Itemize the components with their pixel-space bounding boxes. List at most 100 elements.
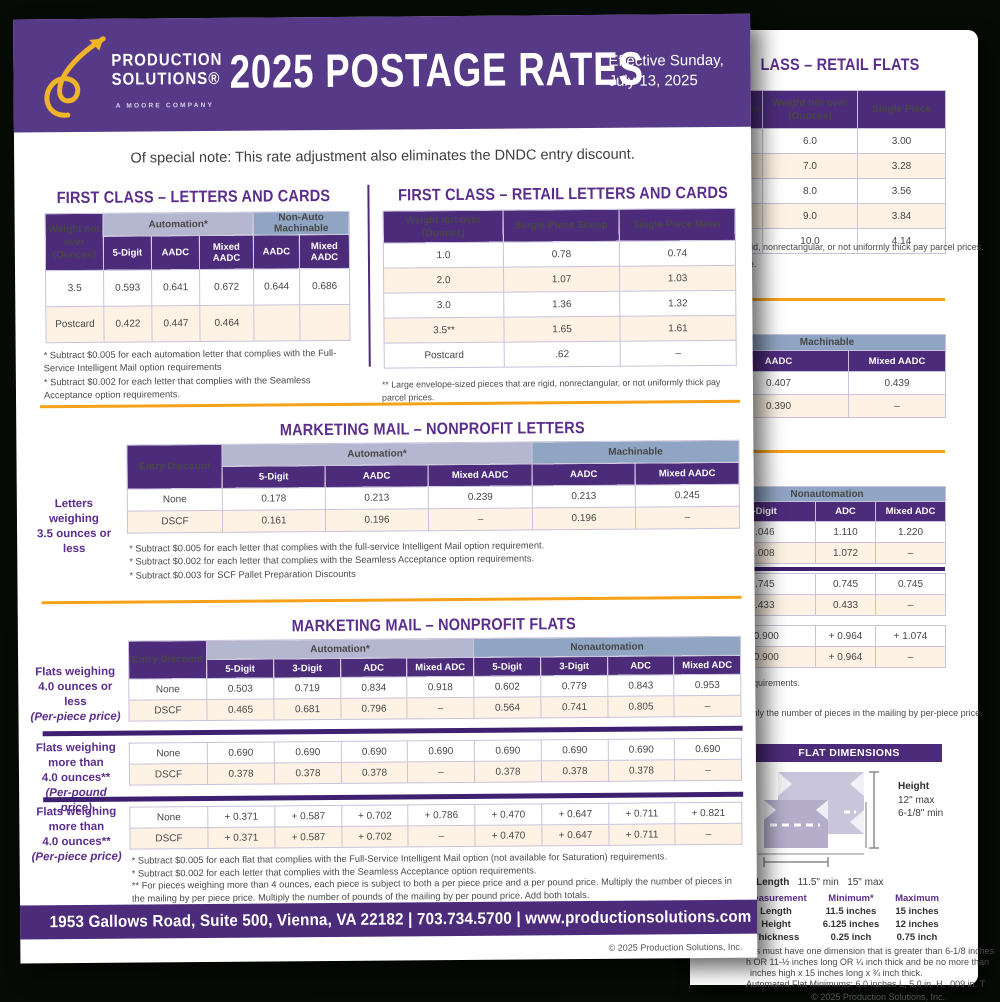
measure-col-minimum: Minimum* [828, 893, 874, 904]
table-cell: DSCF [128, 699, 208, 722]
fc-letters-col-5digit: 5-Digit [103, 235, 152, 271]
logo-line-1: PRODUCTION [111, 49, 223, 70]
table-cell: – [620, 340, 737, 367]
table-cell: 0.439 [848, 371, 946, 395]
mm-letters-side-3: 3.5 ounces or less [36, 527, 112, 555]
table-cell: + 0.587 [274, 805, 342, 827]
table-cell: 0.422 [103, 305, 153, 343]
fc-retail-table: Weight not over (Ounces) Single-Piece St… [383, 208, 737, 369]
mm-flats-side-label-3: Flats weighing more than 4.0 ounces** (P… [29, 805, 123, 865]
table-cell: + 0.647 [541, 824, 610, 846]
mm-flats-table-2: None 0.690 0.690 0.690 0.690 0.690 0.690 0.690 0… [129, 738, 742, 786]
table-cell: 1.0 [383, 242, 504, 269]
logo-line-2: SOLUTIONS® [111, 68, 221, 89]
flats3-side-1: Flats weighing [36, 805, 117, 819]
table-cell: 0.690 [341, 740, 408, 763]
mm-letters-corner: Entry Discount [126, 444, 223, 490]
back-col-single-piece: Single Piece [857, 90, 946, 129]
mm-letters-group-machinable: Machinable [531, 440, 740, 464]
table-cell: 0.745 [875, 573, 946, 595]
table-row: DSCF 0.161 0.196–0.196– [127, 506, 740, 534]
table-cell: + 0.587 [274, 826, 343, 848]
flats3-side-2: more than [48, 820, 105, 834]
mm-flats-group-automation: Automation* [206, 638, 474, 660]
table-cell: DSCF [127, 510, 223, 534]
fc-retail-col-weight: Weight not over (Ounces) [383, 210, 504, 244]
back-col-adc: ADC [815, 501, 876, 522]
fc-letters-col-aadc: AADC [151, 235, 200, 270]
back-dim-footnote-1: lats must have one dimension that is gre… [746, 946, 995, 956]
table-row: 3.5 0.593 0.641 0.672 0.644 0.686 [45, 268, 350, 307]
mm-letters-group-automation: Automation* [221, 441, 533, 467]
table-cell: + 0.647 [541, 803, 609, 825]
table-cell: 0.741 [540, 696, 609, 718]
table-cell: 11.5 inches [825, 906, 877, 917]
mm-letters-col-aadc: AADC [325, 464, 429, 488]
height-label: Height [898, 781, 930, 792]
table-cell: None [128, 678, 207, 701]
table-cell: 0.25 inch [830, 932, 872, 943]
mm-flats-col-2: 3-Digit [273, 658, 341, 678]
flats3-side-italic: (Per-piece price) [31, 850, 122, 864]
table-cell: 0.681 [273, 698, 342, 720]
flats2-side-2: more than [48, 756, 104, 770]
table-cell: 0.378 [608, 759, 675, 782]
header-band: PRODUCTION SOLUTIONS® A MOORE COMPANY 20… [13, 13, 751, 133]
table-cell: 0.834 [340, 676, 407, 699]
table-cell: 0.805 [607, 695, 675, 718]
orange-divider-2 [41, 595, 742, 605]
mm-flats-col-1: 5-Digit [206, 658, 274, 679]
table-row: 0.433 0.433– [708, 594, 946, 616]
table-cell: 0.465 [206, 698, 275, 721]
table-cell: 0.161 [222, 509, 326, 533]
back-nonautomation-group: Nonautomation [707, 486, 947, 502]
table-cell: 0.686 [299, 268, 350, 305]
table-cell: 9.0 [762, 203, 858, 229]
table-cell: 0.602 [473, 675, 541, 698]
table-cell: 0.378 [207, 762, 275, 785]
fc-letters-footnote-2: * Subtract $0.002 for each letter that c… [43, 375, 311, 401]
table-cell: 0.672 [199, 269, 254, 306]
table-cell: 0.690 [674, 738, 742, 760]
footer-bar: 1953 Gallows Road, Suite 500, Vienna, VA… [20, 899, 758, 940]
table-cell: 0.78 [503, 241, 620, 268]
table-cell: – [875, 646, 946, 668]
measurement-table: Measurement Minimum* Maximum Length 11.5 … [738, 892, 946, 944]
table-cell: 1.07 [503, 266, 620, 293]
table-cell: 15 inches [895, 906, 939, 917]
table-cell: 0.245 [635, 484, 740, 508]
table-cell: 3.56 [857, 178, 946, 204]
table-cell: + 0.702 [341, 804, 408, 827]
table-cell: 0.564 [473, 696, 542, 719]
fc-letters-footnotes: * Subtract $0.005 for each automation le… [44, 347, 358, 403]
table-cell: 0.503 [206, 677, 274, 700]
height-min: 6-1/8" min [898, 808, 944, 819]
envelope-diagram [758, 771, 879, 867]
table-cell: 0.196 [325, 508, 429, 532]
table-row: DSCF + 0.371 + 0.587 + 0.702– + 0.470 + 0.647… [129, 823, 743, 850]
table-cell: DSCF [129, 827, 209, 850]
mm-flats-col-3: ADC [340, 657, 407, 678]
table-cell: 1.072 [815, 542, 876, 564]
table-cell: + 0.964 [815, 625, 876, 647]
table-cell: 0.75 inch [896, 932, 938, 943]
flats-purple-bar-2 [43, 791, 744, 803]
back-dim-footnote-4: Automated Flat Minimums: 6.0 inches L, 5… [746, 979, 985, 989]
measure-col-maximum: Maximum [895, 893, 939, 904]
table-cell: 1.110 [815, 521, 876, 543]
flat-dimensions-title: FLAT DIMENSIONS [756, 744, 942, 762]
table-cell: 0.843 [607, 674, 674, 697]
table-cell: – [674, 759, 742, 781]
back-dim-footnote-3: inches high x 15 inches long x ¾ inch th… [750, 968, 923, 978]
back-col-weight: Weight not over (Ounces) [762, 90, 858, 129]
table-row: Postcard .62– [384, 340, 737, 369]
height-max: 12" max [898, 794, 935, 806]
back-col-mixed-adc: Mixed ADC [874, 501, 947, 522]
mm-flats-col-5: 5-Digit [473, 656, 541, 677]
table-cell: 1.61 [619, 315, 737, 342]
table-cell: + 0.786 [407, 804, 475, 826]
table-row: Height 6.125 inches 12 inches [738, 918, 946, 931]
table-cell: 0.213 [325, 486, 429, 510]
back-nonautomation-table: Nonautomation 3-Digit ADC Mixed ADC 1.04… [707, 486, 947, 564]
fc-letters-corner: Weight not over (Ounces) [45, 213, 104, 271]
